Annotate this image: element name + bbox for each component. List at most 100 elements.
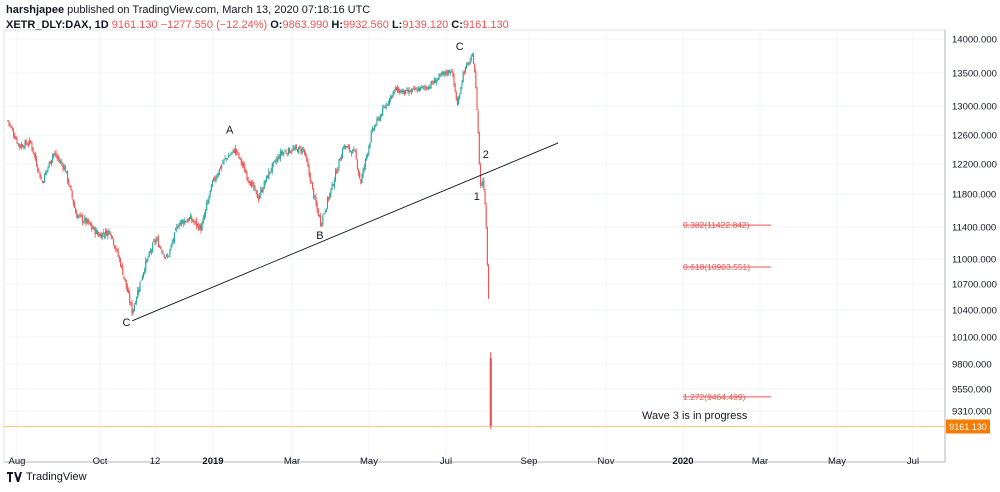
wave-label: C xyxy=(122,317,130,329)
candle-body xyxy=(343,147,345,149)
candle-body xyxy=(451,71,453,73)
candle-body xyxy=(280,151,283,154)
candle-body xyxy=(156,238,158,240)
candle-body xyxy=(168,255,170,257)
candle-body xyxy=(147,257,149,259)
x-tick-label: Nov xyxy=(598,456,615,467)
candle-body xyxy=(110,235,112,238)
candle-body xyxy=(37,166,39,171)
candle-body xyxy=(262,188,264,192)
candle-body xyxy=(479,164,482,185)
candle-body xyxy=(428,86,430,89)
candle-body xyxy=(195,219,197,227)
candle-body xyxy=(254,188,256,190)
candle-body xyxy=(139,281,141,292)
candle-body xyxy=(111,236,114,238)
candle-body xyxy=(99,234,101,237)
candle-body xyxy=(26,144,28,146)
candle-body xyxy=(109,231,111,235)
candle-body xyxy=(292,148,294,151)
candle-body xyxy=(83,221,85,223)
candle-body xyxy=(140,279,142,281)
candle-body xyxy=(386,104,388,106)
candle-body xyxy=(178,225,180,227)
candle-body xyxy=(306,156,308,162)
candle-body xyxy=(394,87,396,90)
candle-body xyxy=(9,123,11,126)
candle-body xyxy=(359,172,361,179)
candle-body xyxy=(138,289,140,292)
candle-body xyxy=(116,249,118,251)
candle-body xyxy=(461,80,463,87)
candle-body xyxy=(42,181,45,183)
candle-body xyxy=(88,222,91,224)
candle-body xyxy=(56,156,58,159)
candle-body xyxy=(46,169,48,173)
fib-level-label: 0.618(10903.551) xyxy=(683,262,750,272)
y-tick-label: 12200.000 xyxy=(952,160,997,171)
candle-body xyxy=(483,179,485,189)
candle-body xyxy=(133,304,135,311)
candle-body xyxy=(444,71,446,75)
candle-body xyxy=(256,190,258,199)
candle-body xyxy=(214,177,216,180)
candle-body xyxy=(407,89,409,93)
wave-label: A xyxy=(226,125,234,137)
candle-body xyxy=(107,230,109,237)
candle-body xyxy=(282,152,284,155)
symbol-name[interactable]: XETR_DLY:DAX, 1D xyxy=(6,19,109,31)
candle-body xyxy=(335,171,337,180)
price-tag xyxy=(946,419,990,434)
candle-body xyxy=(482,181,484,186)
candle-body xyxy=(320,216,322,226)
candle-body xyxy=(77,215,79,219)
candle-body xyxy=(422,86,424,88)
candle-body xyxy=(317,208,319,217)
candle-body xyxy=(389,98,391,105)
candle-body xyxy=(263,181,265,189)
publisher-name[interactable]: harshjapee xyxy=(6,4,65,16)
candle-body xyxy=(226,158,229,160)
candle-body xyxy=(421,86,423,88)
candle-body xyxy=(255,189,257,192)
x-tick-label: 2019 xyxy=(202,456,223,467)
wave-label: 2 xyxy=(483,149,489,161)
wave-note: Wave 3 is in progress xyxy=(642,410,748,422)
candle-body xyxy=(153,241,155,243)
candle-body xyxy=(397,87,399,92)
candle-body xyxy=(318,215,321,217)
candle-body xyxy=(287,147,289,155)
candle-body xyxy=(432,82,434,84)
last-candle-body xyxy=(489,358,492,427)
x-tick-label: 2020 xyxy=(672,456,693,467)
candle-body xyxy=(391,95,393,98)
candle-body xyxy=(248,180,250,184)
candle-body xyxy=(356,160,358,169)
candle-body xyxy=(438,74,440,79)
candle-body xyxy=(134,303,137,305)
candle-body xyxy=(73,203,76,209)
candle-body xyxy=(345,145,347,148)
y-tick-label: 11800.000 xyxy=(952,190,996,201)
x-tick-label: May xyxy=(360,456,378,467)
candle-body xyxy=(467,63,469,65)
brand-name[interactable]: TradingView xyxy=(26,471,87,483)
y-tick-label: 14000.000 xyxy=(952,35,997,46)
candle-body xyxy=(170,244,172,248)
candle-body xyxy=(82,215,84,223)
candle-body xyxy=(108,230,110,233)
candle-body xyxy=(458,98,460,105)
candle-body xyxy=(48,162,50,167)
candle-body xyxy=(353,149,355,151)
candle-body xyxy=(278,156,280,159)
candle-body xyxy=(142,272,145,277)
candle-body xyxy=(16,137,18,144)
candle-body xyxy=(338,158,340,168)
tradingview-logo-icon[interactable] xyxy=(6,471,22,483)
candle-body xyxy=(382,107,384,116)
candle-body xyxy=(176,226,178,230)
candle-body xyxy=(95,230,97,235)
candle-body xyxy=(71,190,73,198)
candle-body xyxy=(17,143,19,145)
